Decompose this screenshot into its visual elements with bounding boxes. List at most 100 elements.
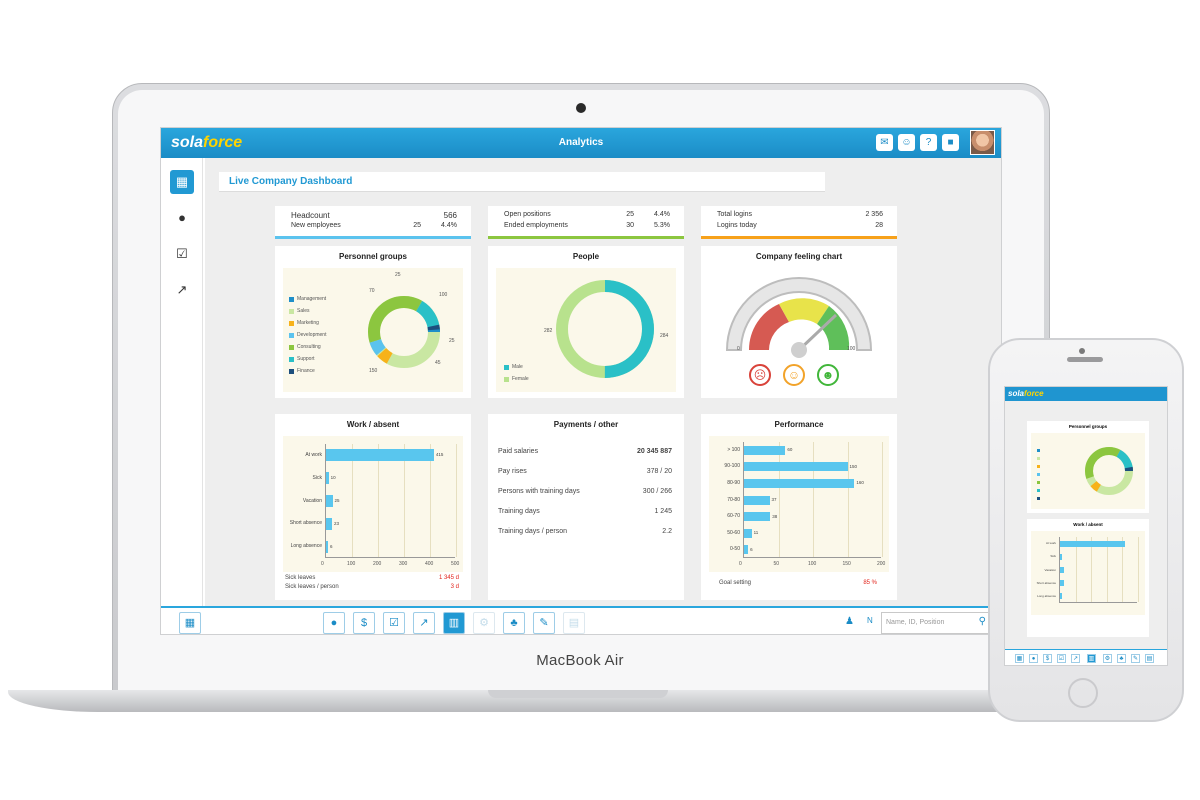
people-donut (556, 280, 654, 378)
kpi-card-headcount: Headcount 566 New employees 25 4.4% (275, 206, 471, 239)
help-icon[interactable]: ? (920, 134, 937, 151)
apps-grid-icon[interactable]: ▦ (1015, 654, 1024, 663)
trend-icon[interactable]: ↗ (1071, 654, 1080, 663)
sad-face-icon[interactable]: ☹ (749, 364, 771, 386)
donut-value-label: 25 (395, 272, 401, 278)
bar[interactable] (744, 445, 786, 455)
bar[interactable] (1060, 540, 1125, 547)
search-icon[interactable]: ⚲ (978, 616, 986, 627)
legend-item: Finance (289, 368, 315, 374)
edit-icon[interactable]: ✎ (1131, 654, 1140, 663)
grid-icon[interactable]: ▦ (170, 170, 194, 194)
trend-icon[interactable]: ↗ (176, 282, 188, 297)
person-icon[interactable]: ● (1029, 654, 1038, 663)
search-placeholder: Name, ID, Position (886, 619, 945, 626)
calendar-icon[interactable]: ▤ (563, 612, 585, 634)
bar[interactable] (744, 545, 749, 555)
legend-item: Development (289, 332, 326, 338)
gauge-rim (725, 277, 873, 351)
team-icon[interactable]: ♟ (845, 616, 854, 627)
bar-value-label: 25 (334, 498, 340, 503)
footer-label: Goal setting (719, 580, 752, 586)
donut-value-label: 100 (439, 292, 448, 298)
y-category-label: > 100 (727, 446, 740, 453)
payment-label: Training days / person (498, 528, 567, 535)
trend-icon[interactable]: ↗ (413, 612, 435, 634)
grid-line (404, 444, 405, 557)
chart-area (1031, 433, 1145, 509)
settings-icon[interactable]: ⚙ (473, 612, 495, 634)
y-category-label: Sick (1050, 554, 1056, 559)
checkbox-icon[interactable]: ☑ (176, 246, 188, 261)
neutral-face-icon[interactable]: ☺ (783, 364, 805, 386)
gauge-needle (797, 313, 838, 352)
bar[interactable] (1060, 567, 1064, 573)
legend-item: Support (289, 356, 315, 362)
search-input[interactable]: Name, ID, Position ⚲ (881, 612, 991, 634)
phone-personnel-donut (1085, 447, 1133, 495)
personnel-donut (368, 296, 440, 368)
bar[interactable] (744, 512, 771, 522)
legend-swatch (289, 356, 294, 362)
dollar-icon[interactable]: $ (353, 612, 375, 634)
y-category-label: Long absence (290, 543, 322, 550)
kpi-label: Ended employments (504, 222, 568, 229)
happy-face-icon[interactable]: ☻ (817, 364, 839, 386)
grid-line (430, 444, 431, 557)
legend-swatch (1037, 465, 1040, 468)
bar[interactable] (1060, 593, 1062, 600)
bar-chart-icon[interactable]: ▥ (1087, 654, 1096, 663)
bar-chart-icon[interactable]: ▥ (443, 612, 465, 634)
x-tick-label: 100 (808, 561, 817, 567)
footer-value: 3 d (450, 584, 459, 590)
bar[interactable] (326, 517, 332, 530)
person-icon[interactable]: ● (323, 612, 345, 634)
users-icon[interactable]: ☺ (898, 134, 915, 151)
logo-part-1: sola (1008, 389, 1025, 398)
checkbox-icon[interactable]: ☑ (383, 612, 405, 634)
avatar[interactable] (970, 130, 995, 155)
dollar-icon[interactable]: $ (1043, 654, 1052, 663)
lock-icon[interactable]: ■ (942, 134, 959, 151)
chart-area: At work Sick Vacation Short absence Long abs… (1031, 531, 1145, 615)
apps-grid-icon[interactable]: ▦ (179, 612, 201, 634)
bar[interactable] (326, 495, 333, 507)
app-logo[interactable]: solaforce (171, 134, 242, 152)
x-tick-label: 200 (877, 561, 886, 567)
payment-label: Training days (498, 508, 540, 515)
kpi-value: 25 (626, 211, 634, 218)
bar[interactable] (326, 540, 328, 553)
bar[interactable] (1060, 553, 1062, 560)
edit-icon[interactable]: ✎ (533, 612, 555, 634)
grid-line (352, 444, 353, 557)
bar[interactable] (326, 472, 329, 485)
phone-home-button[interactable] (1068, 678, 1098, 708)
x-tick-label: 50 (773, 561, 780, 567)
logo-part-2: force (1024, 389, 1044, 398)
donut-value-label: 282 (544, 328, 553, 334)
legend-swatch (1037, 473, 1040, 476)
phone-topbar: solaforce (1005, 387, 1167, 401)
sort-n-button[interactable]: N (867, 616, 873, 625)
payment-row: Training days / person 2.2 (498, 528, 672, 535)
bar[interactable] (744, 495, 770, 505)
org-chart-icon[interactable]: ♣ (503, 612, 525, 634)
bar[interactable] (744, 478, 855, 488)
bar[interactable] (744, 462, 848, 472)
bar[interactable] (1060, 580, 1064, 587)
chat-icon[interactable]: ✉ (876, 134, 893, 151)
legend-label: Marketing (297, 320, 319, 326)
settings-icon[interactable]: ⚙ (1103, 654, 1112, 663)
donut-segment-finance (1085, 447, 1133, 495)
calendar-icon[interactable]: ▤ (1145, 654, 1154, 663)
checkbox-icon[interactable]: ☑ (1057, 654, 1066, 663)
laptop-notch (488, 690, 668, 698)
bar[interactable] (744, 528, 752, 538)
bar[interactable] (326, 449, 434, 462)
laptop-brand-label: MacBook Air (536, 652, 624, 669)
x-tick-label: 200 (373, 561, 382, 567)
gauge-min-label: 0 (737, 346, 740, 352)
person-icon[interactable]: ● (178, 210, 186, 225)
org-chart-icon[interactable]: ♣ (1117, 654, 1126, 663)
kpi-row: Ended employments 30 5.3% (504, 222, 670, 229)
